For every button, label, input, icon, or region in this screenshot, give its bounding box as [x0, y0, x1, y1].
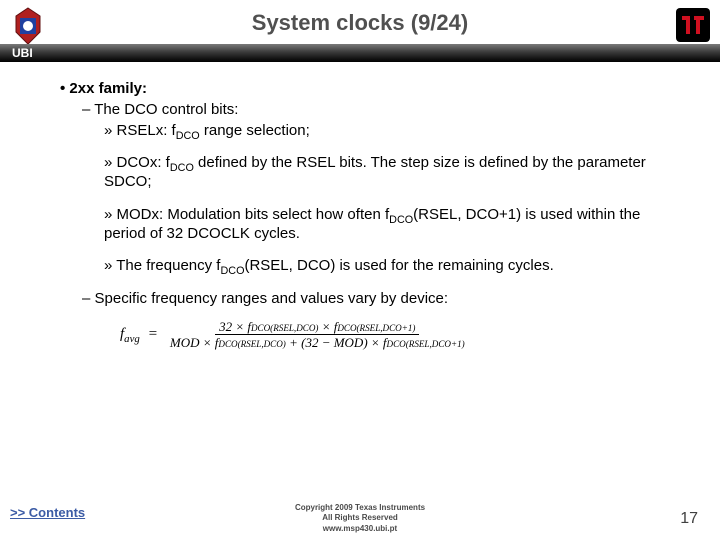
text-part: × f — [318, 319, 337, 334]
subscript: avg — [124, 333, 140, 345]
sub-bullet-dcox: » DCOx: fDCO defined by the RSEL bits. T… — [104, 154, 680, 192]
bullet-main: • 2xx family: — [60, 80, 680, 99]
subscript: DCO(RSEL,DCO+1) — [337, 323, 415, 333]
subscript: DCO(RSEL,DCO) — [251, 323, 318, 333]
subscript: DCO(RSEL,DCO) — [218, 339, 285, 349]
copyright-block: Copyright 2009 Texas Instruments All Rig… — [0, 503, 720, 534]
subscript: DCO(RSEL,DCO+1) — [387, 339, 465, 349]
page-number: 17 — [680, 510, 698, 528]
formula-area: favg = 32 × fDCO(RSEL,DCO) × fDCO(RSEL,D… — [120, 319, 680, 351]
sub-bullet-dco-control: – The DCO control bits: — [82, 101, 680, 120]
formula-fraction: 32 × fDCO(RSEL,DCO) × fDCO(RSEL,DCO+1) M… — [166, 319, 469, 351]
text-part: + (32 − MOD) × f — [286, 335, 387, 350]
subscript: DCO — [389, 214, 413, 226]
sub-bullet-modx: » MODx: Modulation bits select how often… — [104, 206, 680, 244]
footer-url: www.msp430.ubi.pt — [0, 524, 720, 534]
subscript: DCO — [176, 130, 200, 142]
header-gradient-bar — [0, 44, 720, 62]
text-part: 32 × f — [219, 319, 251, 334]
text-part: » RSELx: f — [104, 122, 176, 139]
text-part: » DCOx: f — [104, 154, 170, 171]
text-part: range selection; — [200, 122, 310, 139]
slide-content: • 2xx family: – The DCO control bits: » … — [0, 62, 720, 351]
sub-bullet-rselx: » RSELx: fDCO range selection; — [104, 122, 680, 141]
slide-header: System clocks (9/24) UBI — [0, 0, 720, 62]
formula-lhs: favg — [120, 325, 140, 344]
sub-bullet-ranges: – Specific frequency ranges and values v… — [82, 290, 680, 309]
text-part: MOD × f — [170, 335, 219, 350]
formula-numerator: 32 × fDCO(RSEL,DCO) × fDCO(RSEL,DCO+1) — [215, 319, 419, 336]
slide-footer: >> Contents Copyright 2009 Texas Instrum… — [0, 500, 720, 540]
subscript: DCO — [220, 265, 244, 277]
sub-bullet-frequency: » The frequency fDCO(RSEL, DCO) is used … — [104, 257, 680, 276]
slide-title: System clocks (9/24) — [0, 10, 720, 36]
text-part: » MODx: Modulation bits select how often… — [104, 206, 389, 223]
ubi-label: UBI — [12, 46, 33, 60]
text-part: » The frequency f — [104, 257, 220, 274]
copyright-line1: Copyright 2009 Texas Instruments — [0, 503, 720, 513]
ti-logo-icon — [674, 6, 712, 44]
formula-favg: favg = 32 × fDCO(RSEL,DCO) × fDCO(RSEL,D… — [120, 319, 680, 351]
formula-eq: = — [148, 325, 158, 344]
copyright-line2: All Rights Reserved — [0, 513, 720, 523]
text-part: (RSEL, DCO) is used for the remaining cy… — [244, 257, 553, 274]
formula-denominator: MOD × fDCO(RSEL,DCO) + (32 − MOD) × fDCO… — [166, 335, 469, 351]
subscript: DCO — [170, 162, 194, 174]
